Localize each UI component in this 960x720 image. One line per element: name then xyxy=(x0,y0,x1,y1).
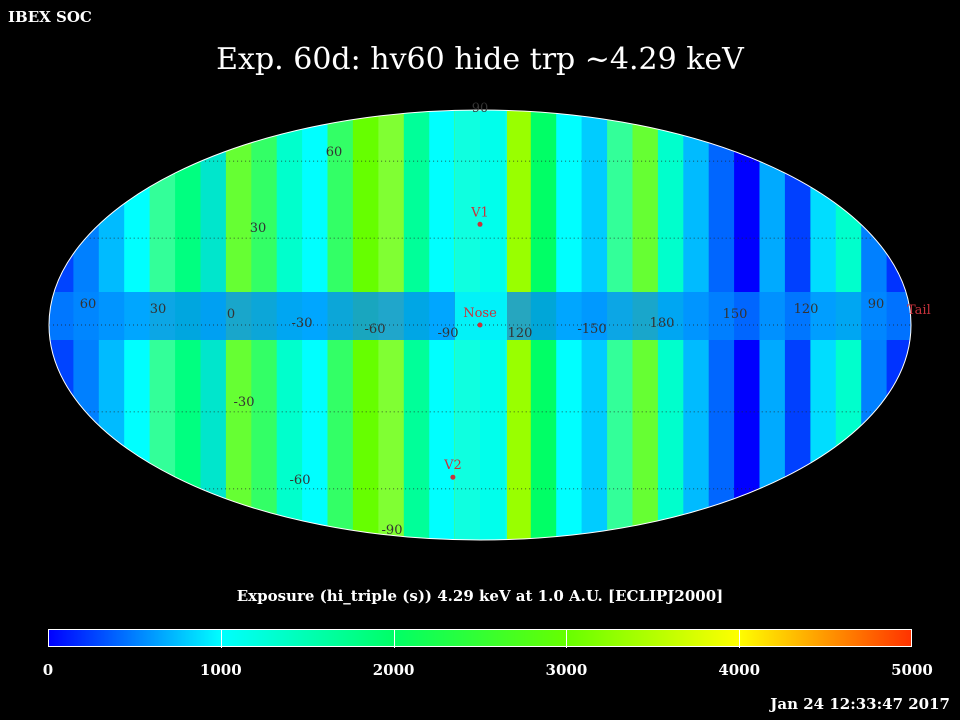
longitude-label: 30 xyxy=(150,302,167,317)
marker-dot xyxy=(450,474,456,480)
longitude-label: 150 xyxy=(723,307,748,322)
plot-title: Exp. 60d: hv60 hide trp ~4.29 keV xyxy=(216,42,744,77)
soc-label: IBEX SOC xyxy=(8,8,92,26)
colorbar-tick xyxy=(739,630,741,648)
longitude-labels: 60 30 0 -30 -60 -90 120 -150 180 150 120 90 xyxy=(80,297,885,341)
longitude-label: 180 xyxy=(650,316,675,331)
colorbar-tick xyxy=(220,630,222,648)
colorbar-tick xyxy=(566,630,568,648)
longitude-label: 120 xyxy=(508,326,533,341)
marker-nose: Nose xyxy=(463,306,497,328)
marker-label: V1 xyxy=(470,205,489,220)
graticule xyxy=(49,160,911,490)
latitude-label: 90 xyxy=(472,101,489,116)
timestamp: Jan 24 12:33:47 2017 xyxy=(770,695,950,713)
longitude-label: 120 xyxy=(794,302,819,317)
latitude-labels: 90 60 30 -30 -60 -90 xyxy=(234,101,489,538)
latitude-label: 30 xyxy=(250,221,267,236)
tail-label: Tail xyxy=(907,303,931,318)
colorbar-tick-label: 2000 xyxy=(372,661,415,679)
latitude-label: 60 xyxy=(326,145,343,160)
longitude-label: -90 xyxy=(438,326,459,341)
colorbar-tick xyxy=(393,630,395,648)
longitude-label: -60 xyxy=(365,322,386,337)
marker-label: Nose xyxy=(463,306,497,321)
marker-dot xyxy=(477,322,483,328)
map-outline xyxy=(48,109,912,541)
colorbar-tick-label: 3000 xyxy=(545,661,588,679)
latitude-label: -60 xyxy=(290,473,311,488)
latitude-label: -90 xyxy=(382,523,403,538)
colorbar-caption: Exposure (hi_triple (s)) 4.29 keV at 1.0… xyxy=(236,587,724,605)
marker-v1: V1 xyxy=(470,205,489,227)
longitude-label: 0 xyxy=(227,307,235,322)
colorbar-tick-label: 4000 xyxy=(718,661,761,679)
longitude-label: -150 xyxy=(577,322,606,337)
longitude-label: 90 xyxy=(868,297,885,312)
colorbar-tick-label: 5000 xyxy=(891,661,933,679)
marker-v2: V2 xyxy=(443,458,462,480)
longitude-label: -30 xyxy=(292,316,313,331)
colorbar xyxy=(48,629,912,648)
colorbar-tick-label: 1000 xyxy=(199,661,242,679)
longitude-label: 60 xyxy=(80,297,97,312)
map-markers: V1 Nose V2 xyxy=(443,205,497,480)
latitude-label: -30 xyxy=(234,395,255,410)
marker-label: V2 xyxy=(443,458,462,473)
colorbar-tick-label: 0 xyxy=(42,661,54,679)
marker-dot xyxy=(477,221,483,227)
